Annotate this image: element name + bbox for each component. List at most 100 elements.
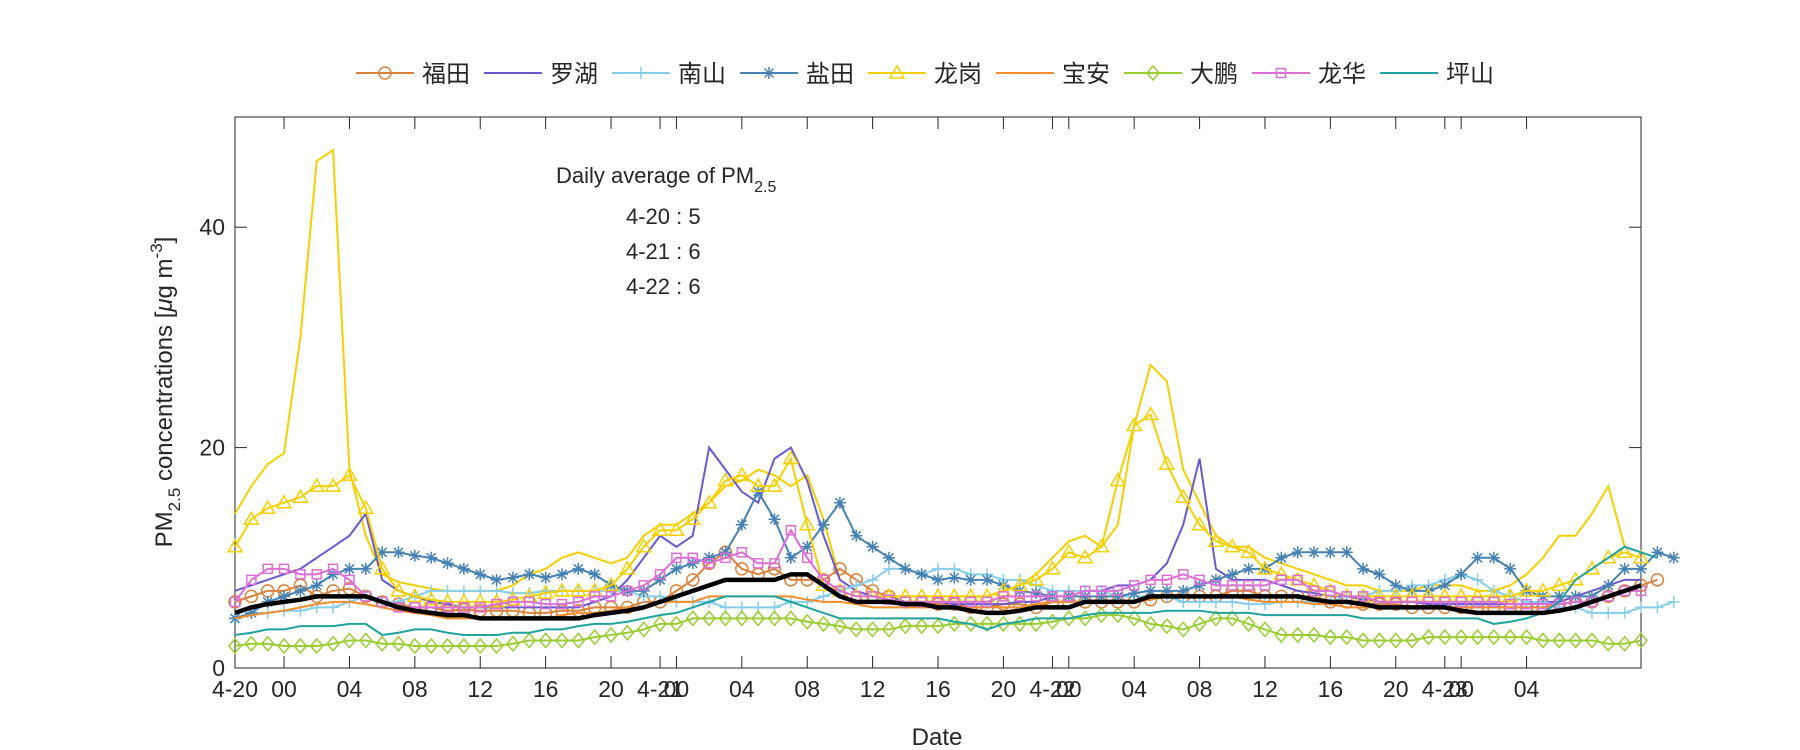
y-tick-label: 40 <box>199 214 225 240</box>
series-6-point <box>309 637 324 655</box>
series-3-point <box>327 568 340 581</box>
series-3-point <box>1209 573 1222 586</box>
x-tick-label: 04 <box>337 676 363 702</box>
y-tick-label: 20 <box>199 435 225 461</box>
series-2-point <box>1635 601 1647 614</box>
x-tick-label: 04 <box>1514 676 1540 702</box>
series-6-point <box>1356 632 1371 649</box>
series-7-point <box>278 563 290 575</box>
x-tick-label: 00 <box>1448 676 1474 702</box>
legend-swatch-marker <box>1146 64 1160 82</box>
series-2-point <box>1602 606 1615 619</box>
series-7-point <box>589 591 600 602</box>
legend-item-3: 盐田 <box>740 61 854 88</box>
series-7-point <box>1537 598 1549 610</box>
legend-label: 龙华 <box>1318 61 1366 88</box>
x-tick-label: 20 <box>991 676 1017 702</box>
x-tick-label: 00 <box>1056 676 1082 702</box>
series-7-point <box>720 552 731 564</box>
series-3-point <box>1438 579 1451 592</box>
series-6-point <box>865 621 880 638</box>
series-0-point <box>833 562 847 576</box>
series-7-point <box>1259 580 1271 591</box>
series-4-point <box>1109 472 1127 487</box>
series-6-point <box>669 615 684 633</box>
series-6-point <box>1061 610 1076 627</box>
legend-label: 盐田 <box>806 61 854 88</box>
series-3-point <box>1193 579 1206 592</box>
series-6-point <box>571 632 586 649</box>
series-4-point <box>1158 455 1176 470</box>
series-4-point <box>341 466 358 481</box>
annotation-line-1: 4-20 : 5 <box>626 204 701 229</box>
series-7-point <box>1357 591 1369 602</box>
series-3-point <box>490 573 503 586</box>
series-7-point <box>1325 585 1336 597</box>
series-3-point <box>1357 562 1370 575</box>
series-7-point <box>491 598 502 610</box>
series-3-point <box>932 573 944 586</box>
series-6-point <box>783 610 798 627</box>
x-tick-label: 04 <box>729 676 755 702</box>
series-6-point <box>391 635 406 652</box>
series-3-point <box>1618 562 1631 575</box>
series-4-point <box>733 466 751 481</box>
x-tick-label: 16 <box>925 676 951 702</box>
legend-item-6: 大鹏 <box>1124 61 1238 88</box>
series-6-point <box>702 610 717 627</box>
series-4-point <box>259 499 277 514</box>
x-tick-label: 12 <box>860 676 886 702</box>
legend-swatch-marker <box>635 67 647 79</box>
series-7-point <box>262 563 273 575</box>
series-4-point <box>553 582 571 597</box>
series-7-point <box>295 569 306 580</box>
legend-item-7: 龙华 <box>1252 61 1366 88</box>
series-3-point <box>1651 546 1664 559</box>
series-7-point <box>1276 574 1287 586</box>
series-4-point <box>1142 406 1159 421</box>
series-6-point <box>767 610 782 627</box>
series-3-point <box>1275 551 1288 564</box>
series-7-point <box>1177 569 1189 580</box>
legend-item-4: 龙岗 <box>868 61 982 88</box>
series-4-point <box>766 477 783 492</box>
series-4-point <box>390 582 407 597</box>
series-4-point <box>1550 576 1568 592</box>
series-6-point <box>326 635 341 652</box>
series-3-point <box>572 562 585 575</box>
series-3-point <box>686 557 699 570</box>
x-tick-label: 08 <box>1187 676 1213 702</box>
series-3-point <box>1635 562 1647 575</box>
series-6-point <box>1274 626 1289 644</box>
series-6-point <box>375 635 390 652</box>
average-line <box>234 572 1642 621</box>
series-7-point <box>311 569 322 580</box>
series-4-point <box>373 560 391 575</box>
series-4-point <box>1567 571 1584 586</box>
svg-text:Daily average of PM2.5: Daily average of PM2.5 <box>556 163 776 196</box>
series-6-point <box>718 610 733 627</box>
series-4-point <box>798 516 816 531</box>
series-3-point <box>1226 568 1239 581</box>
series-2-point <box>1258 598 1271 611</box>
series-7-line <box>234 528 1641 609</box>
series-3-point <box>1667 551 1680 564</box>
series-3-point <box>981 573 994 586</box>
series-2-point <box>932 562 944 575</box>
legend-item-8: 坪山 <box>1380 61 1494 88</box>
series-6-point <box>293 637 308 655</box>
series-7-point <box>474 602 486 613</box>
series-3-point <box>882 551 895 564</box>
legend-label: 罗湖 <box>550 61 598 88</box>
series-7-point <box>1308 585 1320 597</box>
series-6-point <box>522 632 537 649</box>
series-4-point <box>357 499 375 514</box>
series-7-point <box>442 602 453 613</box>
series-3-point <box>1340 546 1353 559</box>
x-axis-label: Date <box>912 724 963 750</box>
series-4-point <box>602 576 620 592</box>
series-3-point <box>474 568 487 581</box>
series-3-point <box>506 571 519 584</box>
series-6-point <box>1601 635 1616 652</box>
series-3-point <box>425 551 438 564</box>
